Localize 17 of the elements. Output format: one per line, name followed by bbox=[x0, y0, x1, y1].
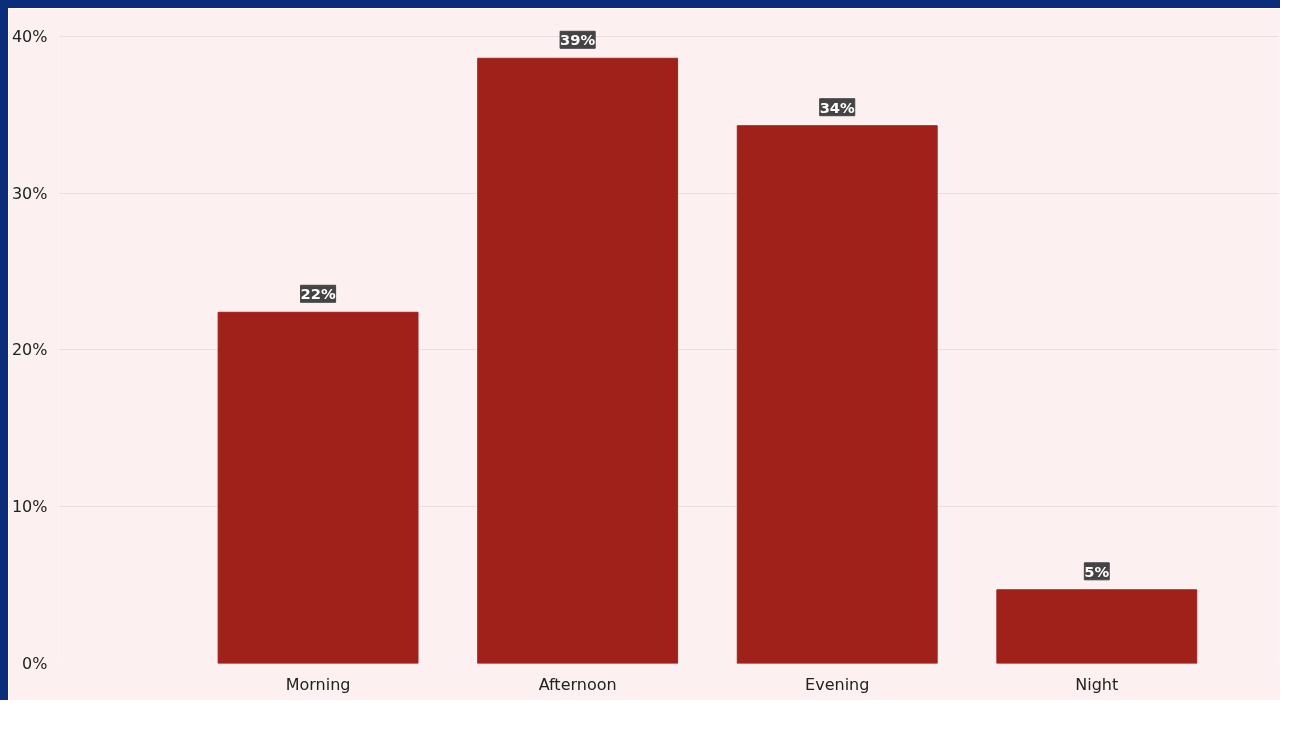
y-tick-label: 0% bbox=[22, 654, 48, 673]
data-label: 5% bbox=[1084, 562, 1110, 580]
x-tick-label: Afternoon bbox=[538, 674, 617, 694]
x-tick-label: Night bbox=[1075, 674, 1119, 694]
x-tick-label: Morning bbox=[285, 674, 351, 694]
data-label: 22% bbox=[300, 285, 336, 303]
bar bbox=[477, 57, 679, 664]
bar bbox=[217, 311, 419, 664]
data-label: 39% bbox=[560, 31, 596, 49]
y-tick-label: 10% bbox=[11, 497, 48, 517]
x-tick-label: Evening bbox=[805, 674, 870, 694]
bar bbox=[996, 589, 1198, 664]
y-tick-label: 20% bbox=[11, 340, 48, 360]
data-label: 34% bbox=[819, 98, 856, 116]
bar bbox=[736, 125, 938, 664]
y-tick-label: 30% bbox=[11, 183, 48, 203]
y-tick-label: 40% bbox=[11, 26, 48, 46]
